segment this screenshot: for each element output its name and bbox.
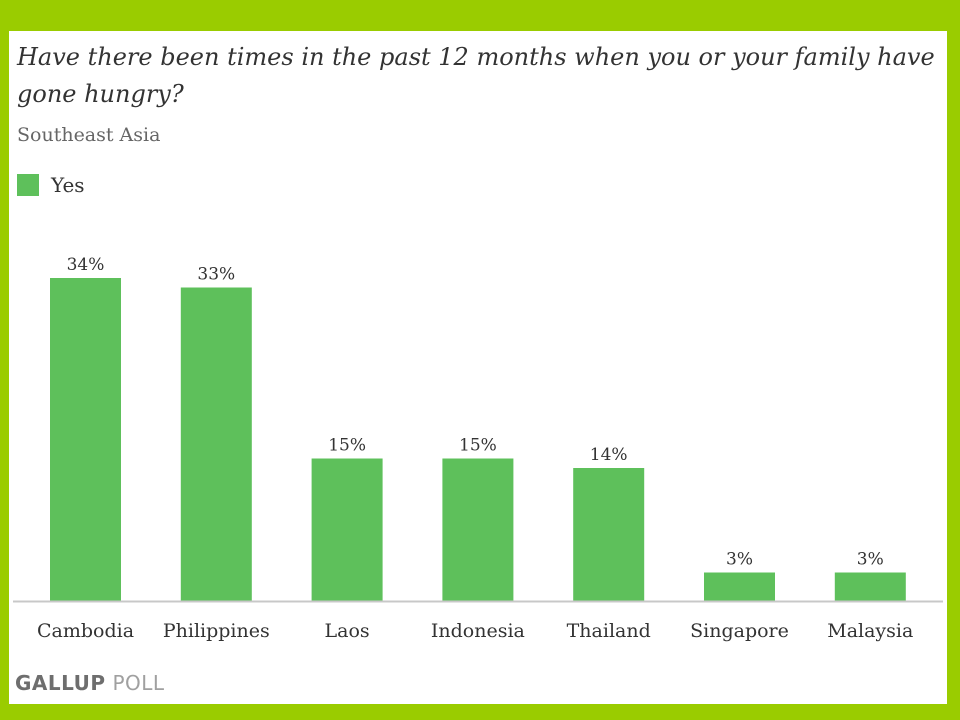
bar-philippines xyxy=(180,287,252,601)
x-tick-label-laos: Laos xyxy=(325,620,370,642)
bar-indonesia xyxy=(442,458,514,601)
x-tick-label-indonesia: Indonesia xyxy=(431,620,525,642)
data-label-thailand: 14% xyxy=(590,445,628,465)
x-tick-label-thailand: Thailand xyxy=(567,620,651,642)
data-label-laos: 15% xyxy=(328,436,366,456)
legend: Yes xyxy=(17,173,85,197)
bar-malaysia xyxy=(834,572,906,601)
source-brand: GALLUP xyxy=(15,671,106,695)
chart-subtitle: Southeast Asia xyxy=(17,124,161,146)
bar-singapore xyxy=(704,572,775,601)
x-tick-label-philippines: Philippines xyxy=(163,620,270,642)
data-label-philippines: 33% xyxy=(197,265,235,285)
x-tick-label-malaysia: Malaysia xyxy=(827,620,913,642)
data-label-malaysia: 3% xyxy=(857,550,884,570)
data-label-cambodia: 34% xyxy=(67,255,105,275)
legend-swatch-yes xyxy=(17,174,39,196)
source-suffix: POLL xyxy=(112,671,165,695)
bar-chart: 34% Cambodia 33% Philippines 15% Laos 15% Indon… xyxy=(13,255,943,642)
source-logo: GALLUP POLL xyxy=(15,671,165,695)
bar-laos xyxy=(311,458,383,601)
data-label-indonesia: 15% xyxy=(459,436,497,456)
bar-thailand xyxy=(573,468,645,601)
data-label-singapore: 3% xyxy=(726,550,753,570)
x-tick-label-cambodia: Cambodia xyxy=(37,620,134,642)
chart-title: Have there been times in the past 12 mon… xyxy=(17,43,935,108)
legend-label-yes: Yes xyxy=(51,173,85,197)
chart-panel: Have there been times in the past 12 mon… xyxy=(9,31,947,704)
bar-cambodia xyxy=(50,278,121,601)
x-tick-label-singapore: Singapore xyxy=(690,620,789,642)
